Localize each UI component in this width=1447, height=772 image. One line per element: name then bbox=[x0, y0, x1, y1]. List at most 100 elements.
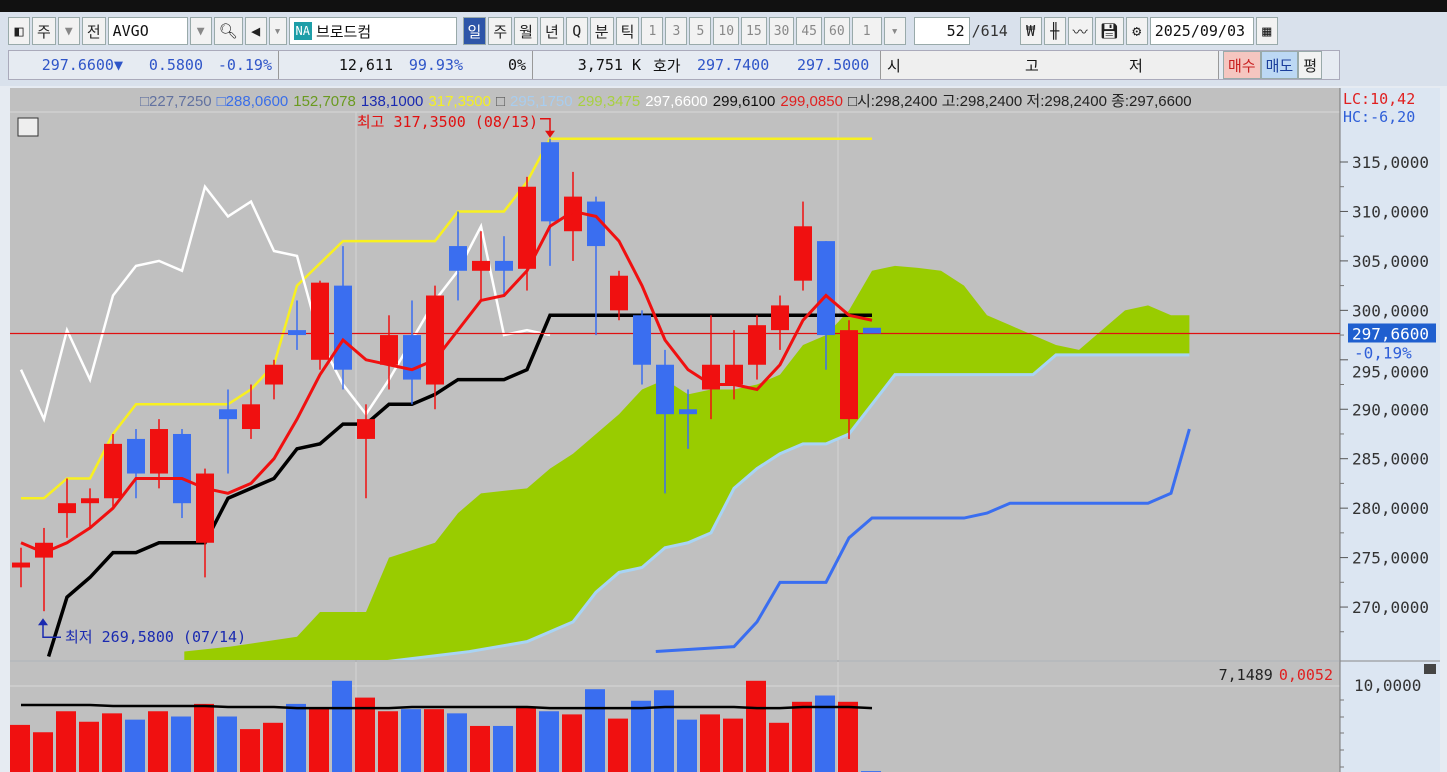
interval-30[interactable]: 30 bbox=[768, 17, 795, 45]
y-tick-label: 290,0000 bbox=[1352, 400, 1429, 419]
volume-bar bbox=[309, 709, 329, 772]
candle-body bbox=[288, 330, 306, 336]
candle bbox=[794, 201, 812, 291]
open-label: 시 bbox=[881, 51, 1019, 79]
prev-button[interactable]: 전 bbox=[81, 17, 106, 45]
candle bbox=[610, 270, 628, 321]
candle-body bbox=[127, 438, 145, 474]
period-year[interactable]: 년 bbox=[539, 17, 564, 45]
legend-item: 295,1750 bbox=[510, 93, 573, 110]
volume-bar bbox=[79, 721, 99, 772]
search-icon[interactable]: 🔍︎ bbox=[213, 17, 243, 45]
period-tick[interactable]: 틱 bbox=[615, 17, 640, 45]
symbol-input[interactable]: AVGO bbox=[107, 17, 188, 45]
market-select[interactable]: 주 bbox=[32, 17, 56, 45]
quote-bar: 297.6600▼ 0.5800 -0.19% 12,611 99.93% 0%… bbox=[8, 50, 1340, 80]
interval-custom[interactable]: 1 bbox=[851, 17, 882, 45]
calendar-icon[interactable]: ▦ bbox=[1255, 17, 1278, 45]
candle bbox=[12, 547, 30, 588]
add-line-icon[interactable]: 〰 bbox=[1067, 17, 1093, 45]
volume-bar bbox=[424, 709, 444, 772]
interval-15[interactable]: 15 bbox=[741, 17, 767, 45]
volume-bar bbox=[263, 722, 283, 772]
maximize-panel-icon[interactable] bbox=[1424, 664, 1436, 674]
gear-icon[interactable]: ⚙ bbox=[1125, 17, 1148, 45]
sell-button[interactable]: 매도 bbox=[1260, 51, 1299, 79]
black-line bbox=[46, 313, 872, 658]
volume-bar bbox=[677, 719, 697, 772]
legend-item: 297,6600 bbox=[645, 93, 708, 110]
candle-body bbox=[219, 409, 237, 420]
grid-toggle-icon[interactable] bbox=[17, 117, 39, 137]
candle-body bbox=[817, 241, 835, 336]
candle bbox=[863, 327, 881, 334]
volume-bar bbox=[10, 724, 30, 772]
candle bbox=[679, 389, 697, 449]
candle-body bbox=[104, 443, 122, 499]
candle bbox=[633, 310, 651, 385]
legend-item: □ bbox=[496, 93, 505, 110]
volume-bar bbox=[378, 711, 398, 772]
candle bbox=[104, 433, 122, 509]
stock-name-field[interactable]: NA 브로드컴 bbox=[288, 17, 457, 45]
candle-body bbox=[403, 335, 421, 380]
candle-body bbox=[196, 473, 214, 543]
layout-icon[interactable]: ◧ bbox=[8, 17, 30, 45]
candle bbox=[587, 196, 605, 336]
candle-body bbox=[334, 285, 352, 370]
volume-bar bbox=[723, 718, 743, 772]
interval-3[interactable]: 3 bbox=[665, 17, 688, 45]
count-input[interactable]: 52 bbox=[913, 17, 970, 45]
volume-ma-legend: 7,1489 bbox=[1219, 666, 1273, 684]
candle bbox=[840, 320, 858, 439]
volume-bar bbox=[562, 714, 582, 772]
na-badge: NA bbox=[293, 22, 312, 40]
volume-bar bbox=[493, 725, 513, 772]
candle-body bbox=[633, 315, 651, 365]
save-icon[interactable]: 💾︎ bbox=[1094, 17, 1124, 45]
interval-5[interactable]: 5 bbox=[689, 17, 712, 45]
date-input[interactable]: 2025/09/03 bbox=[1149, 17, 1254, 45]
interval-1[interactable]: 1 bbox=[641, 17, 664, 45]
legend-text: □227,7250 □288,0600 152,7078 138,1000 317,35… bbox=[140, 93, 1192, 110]
interval-dropdown-icon[interactable]: ▾ bbox=[883, 17, 906, 45]
volume-bar bbox=[286, 703, 306, 772]
flat-button[interactable]: 평 bbox=[1298, 51, 1323, 79]
period-quarter[interactable]: Q bbox=[565, 17, 588, 45]
interval-60[interactable]: 60 bbox=[824, 17, 850, 45]
period-month[interactable]: 월 bbox=[514, 17, 538, 45]
candle-body bbox=[12, 562, 30, 568]
candle bbox=[58, 478, 76, 538]
volume-bar bbox=[447, 713, 467, 772]
legend-item: 317,3500 bbox=[428, 93, 491, 110]
candle-body bbox=[35, 542, 53, 558]
interval-45[interactable]: 45 bbox=[796, 17, 822, 45]
candle-body bbox=[564, 196, 582, 232]
speaker-icon[interactable]: ◀︎ bbox=[244, 17, 267, 45]
candle bbox=[173, 429, 191, 519]
volume-bar bbox=[470, 725, 490, 772]
candle bbox=[817, 241, 835, 370]
legend-item: □227,7250 bbox=[140, 93, 212, 110]
speaker-dropdown-icon[interactable]: ▾ bbox=[268, 17, 287, 45]
candle bbox=[472, 231, 490, 301]
y-tick-label: 305,0000 bbox=[1352, 252, 1429, 271]
current-price-tag-label: 297,6600 bbox=[1352, 324, 1429, 343]
current-pct-label: -0,19% bbox=[1354, 343, 1412, 362]
high-arrow-icon bbox=[545, 130, 555, 138]
symbol-dropdown-icon[interactable]: ▼ bbox=[189, 17, 212, 45]
period-week[interactable]: 주 bbox=[488, 17, 513, 45]
legend-item: □288,0600 bbox=[217, 93, 289, 110]
interval-10[interactable]: 10 bbox=[713, 17, 740, 45]
price-chart[interactable]: □227,7250 □288,0600 152,7078 138,1000 317,35… bbox=[0, 86, 1447, 772]
volume-bar bbox=[769, 722, 789, 772]
candle bbox=[288, 300, 306, 350]
period-day[interactable]: 일 bbox=[462, 17, 487, 45]
period-minute[interactable]: 분 bbox=[589, 17, 614, 45]
add-candle-icon[interactable]: ╫ bbox=[1043, 17, 1066, 45]
currency-icon[interactable]: ₩ bbox=[1019, 17, 1042, 45]
candle-body bbox=[748, 325, 766, 365]
market-dropdown-icon[interactable]: ▼ bbox=[57, 17, 80, 45]
buy-button[interactable]: 매수 bbox=[1223, 51, 1261, 79]
y-tick-label: 275,0000 bbox=[1352, 549, 1429, 568]
